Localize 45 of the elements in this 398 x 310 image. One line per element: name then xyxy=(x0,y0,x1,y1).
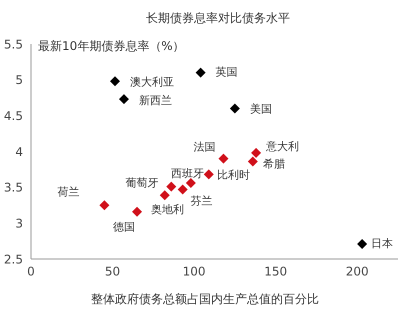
annotation: 意大利 xyxy=(265,140,300,153)
x-tick-label: 50 xyxy=(104,264,120,279)
point xyxy=(196,68,206,78)
point xyxy=(110,76,120,86)
annotation: 德国 xyxy=(113,220,136,234)
point xyxy=(118,94,129,104)
y-tick-label: 5 xyxy=(15,73,23,88)
point xyxy=(248,156,258,167)
x-tick-label: 100 xyxy=(182,264,206,279)
y-tick-label: 2.5 xyxy=(4,252,23,266)
annotation: 法国 xyxy=(193,140,216,154)
point xyxy=(230,104,240,114)
annotation: 葡萄牙 xyxy=(125,176,158,190)
point xyxy=(251,148,262,158)
annotation: 西班牙 xyxy=(170,167,204,180)
point xyxy=(160,190,170,200)
annotation: 奥地利 xyxy=(150,203,184,216)
point xyxy=(204,169,214,180)
x-axis-title: 整体政府债务总额占国内生产总值的百分比 xyxy=(90,291,320,308)
y-tick-label: 4 xyxy=(15,144,23,159)
annotation: 英国 xyxy=(216,66,238,79)
point xyxy=(186,178,196,188)
x-tick-label: 150 xyxy=(264,264,288,279)
annotation: 芬兰 xyxy=(190,194,213,208)
point xyxy=(99,200,110,210)
annotation: 日本 xyxy=(371,236,394,250)
y-tick-label: 5.5 xyxy=(4,37,23,52)
x-tick-label: 0 xyxy=(27,264,35,279)
annotation: 比利时 xyxy=(216,168,250,182)
point xyxy=(218,154,228,164)
annotation: 希腊 xyxy=(262,158,285,171)
annotation: 美国 xyxy=(250,102,272,116)
y-axis-title: 最新10年期债券息率（%） xyxy=(38,38,185,55)
y-tick-label: 4.5 xyxy=(4,108,23,123)
point xyxy=(178,184,188,194)
annotation: 新西兰 xyxy=(138,94,172,108)
chart-title: 长期债券息率对比债务水平 xyxy=(145,10,291,27)
annotation: 荷兰 xyxy=(57,185,80,198)
point xyxy=(132,206,142,217)
point xyxy=(357,238,368,249)
point xyxy=(166,182,176,192)
y-tick-label: 3 xyxy=(15,216,23,230)
y-tick-label: 3.5 xyxy=(4,180,23,195)
x-tick-label: 200 xyxy=(346,264,369,279)
annotation: 澳大利亚 xyxy=(130,75,174,88)
